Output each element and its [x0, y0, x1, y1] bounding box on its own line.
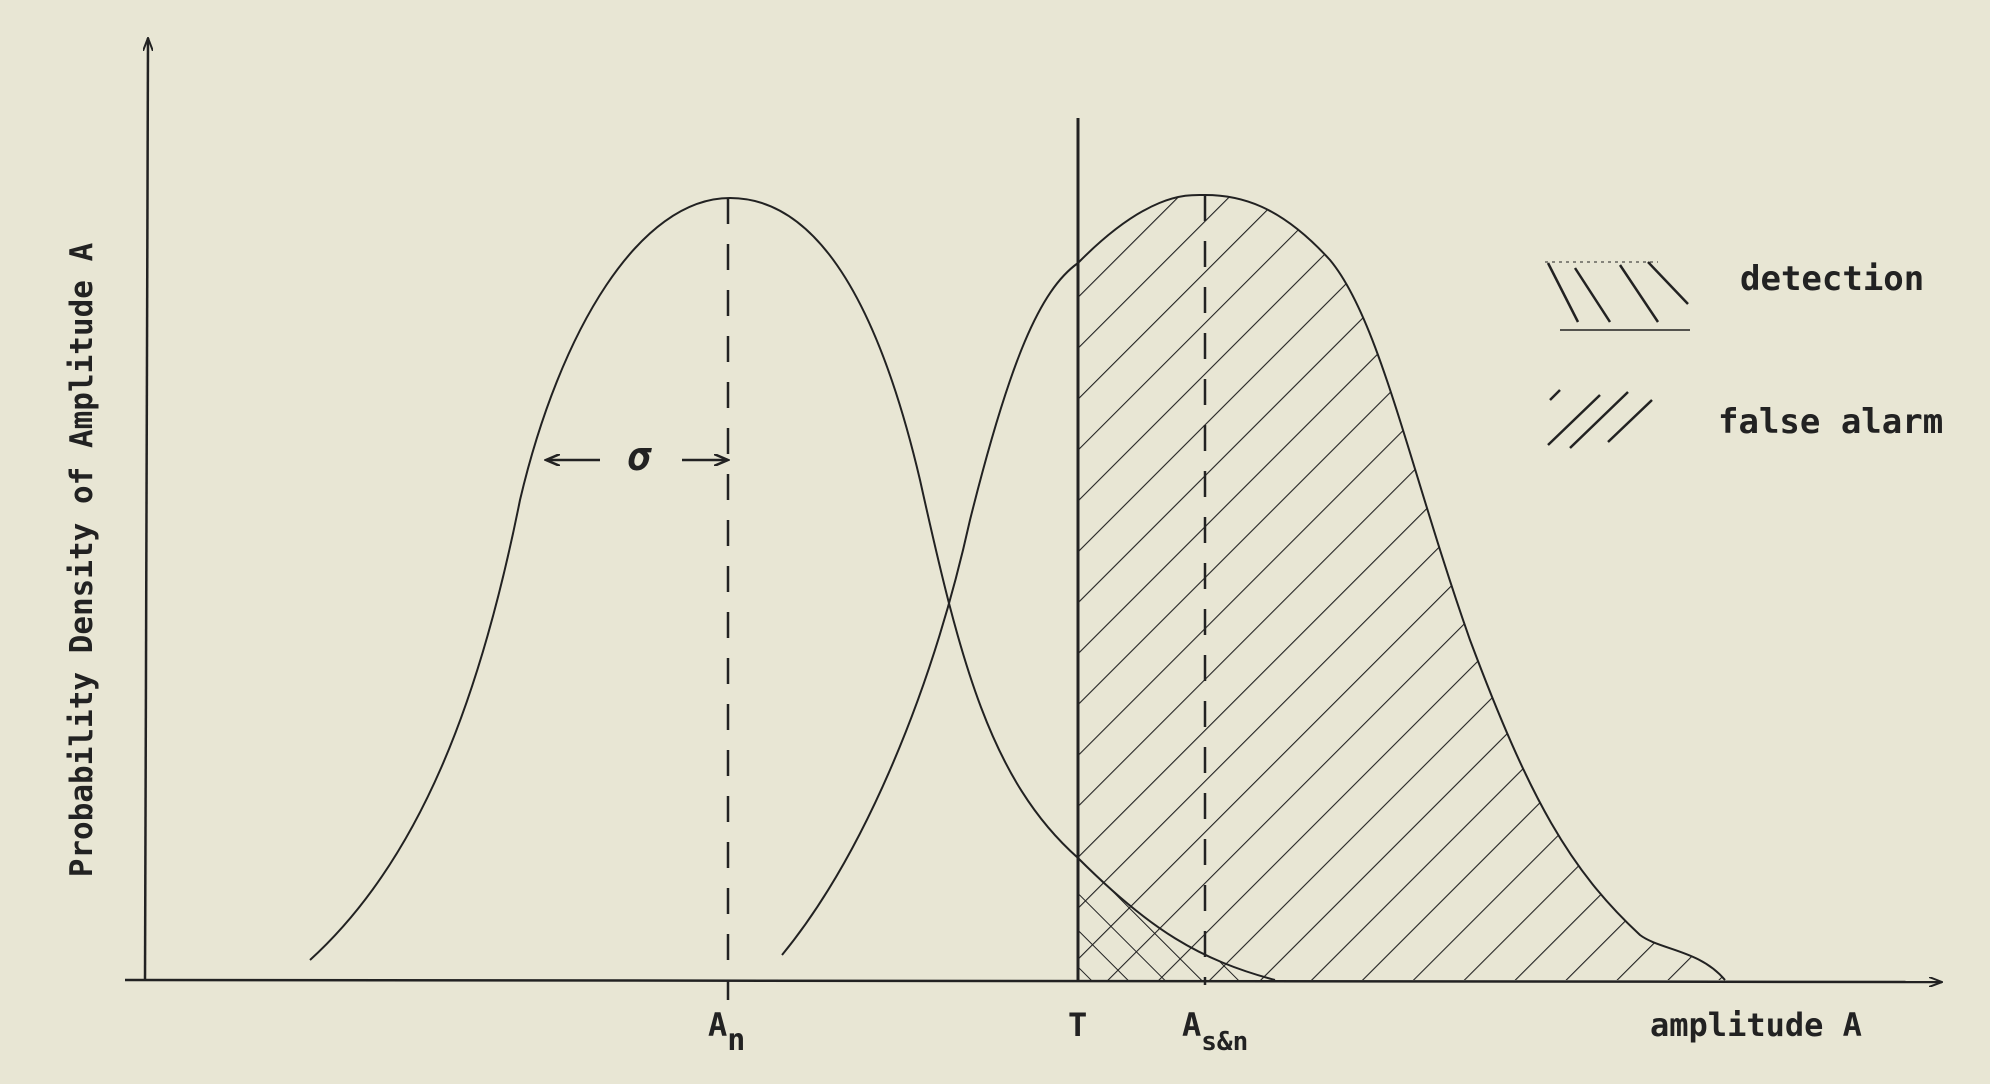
detection-region: [1078, 194, 1725, 980]
signal-noise-distribution-curve: [781, 193, 1726, 981]
legend-detection-label: detection: [1740, 259, 1924, 299]
y-axis-label: Probability Density of Amplitude A: [64, 242, 100, 877]
noise-mean-label: An: [708, 1006, 745, 1058]
legend: detection false alarm: [1545, 259, 1943, 449]
threshold-label: T: [1068, 1006, 1087, 1044]
legend-false-alarm-swatch: [1547, 389, 1653, 449]
y-axis: [145, 38, 148, 981]
sigma-label: σ: [627, 434, 652, 480]
signal-mean-label: As&n: [1182, 1006, 1248, 1057]
legend-false-alarm-label: false alarm: [1718, 402, 1943, 442]
x-axis-label: amplitude A: [1650, 1006, 1862, 1044]
legend-detection-swatch: [1545, 261, 1690, 331]
x-axis: [124, 980, 1942, 982]
